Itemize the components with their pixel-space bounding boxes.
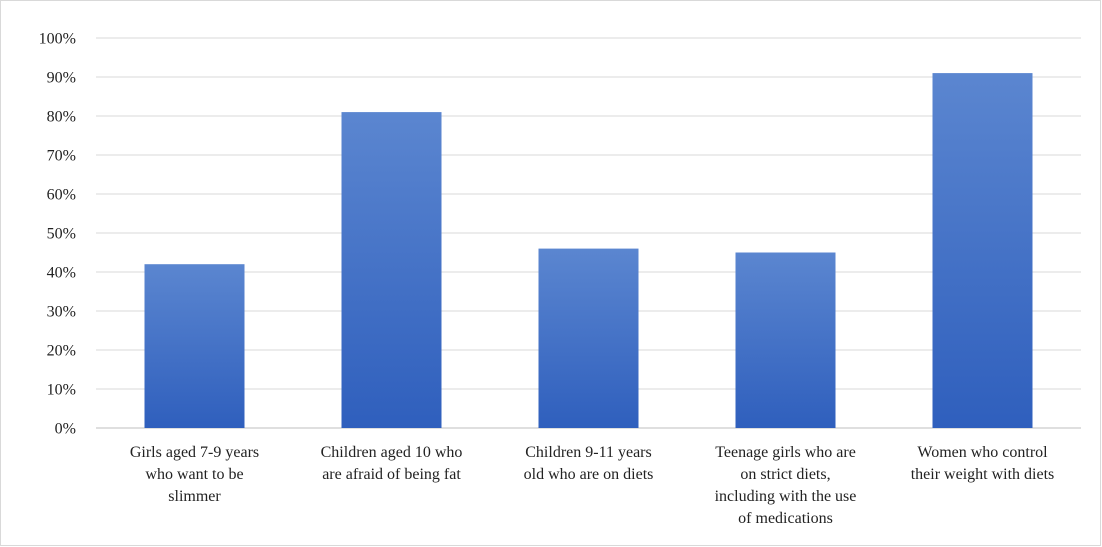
x-category-label-line: of medications [738,510,833,527]
bar [932,73,1033,428]
x-category-label-line: on strict diets, [740,466,830,483]
y-tick-label: 90% [47,70,76,87]
x-category-label-line: who want to be [145,466,243,483]
y-tick-label: 0% [55,421,76,438]
x-category-label-line: slimmer [168,488,221,505]
x-axis-category-labels: Girls aged 7-9 years who want to be slimme… [130,444,1054,527]
y-tick-label: 40% [47,265,76,282]
x-category-label-line: including with the use [715,488,857,505]
y-tick-label: 60% [47,187,76,204]
x-category-label-line: Teenage girls who are [715,444,856,461]
x-category-label-line: Children aged 10 who [321,444,463,461]
y-tick-label: 20% [47,343,76,360]
x-category-label-line: Women who control [917,444,1048,461]
bar [341,112,442,428]
bars [144,73,1033,428]
x-category-label-line: old who are on diets [524,466,654,483]
y-tick-label: 70% [47,148,76,165]
y-tick-label: 100% [39,31,76,48]
x-category-label: Girls aged 7-9 years who want to be slimme… [130,444,259,505]
x-category-label: Children 9-11 years old who are on diets [524,444,654,483]
y-axis-tick-labels: 0% 10% 20% 30% 40% 50% 60% 70% 80% 90% 100% [39,31,76,438]
y-tick-label: 80% [47,109,76,126]
x-category-label-line: Girls aged 7-9 years [130,444,259,461]
bar [538,248,639,428]
y-tick-label: 50% [47,226,76,243]
x-category-label-line: are afraid of being fat [322,466,461,483]
x-category-label: Teenage girls who are on strict diets, inc… [715,444,857,527]
x-category-label: Women who control their weight with diets [911,444,1055,483]
y-tick-label: 30% [47,304,76,321]
x-category-label-line: their weight with diets [911,466,1055,483]
y-tick-label: 10% [47,382,76,399]
x-category-label: Children aged 10 who are afraid of being … [321,444,463,483]
bar [735,252,836,428]
x-category-label-line: Children 9-11 years [525,444,651,461]
bar [144,264,245,428]
